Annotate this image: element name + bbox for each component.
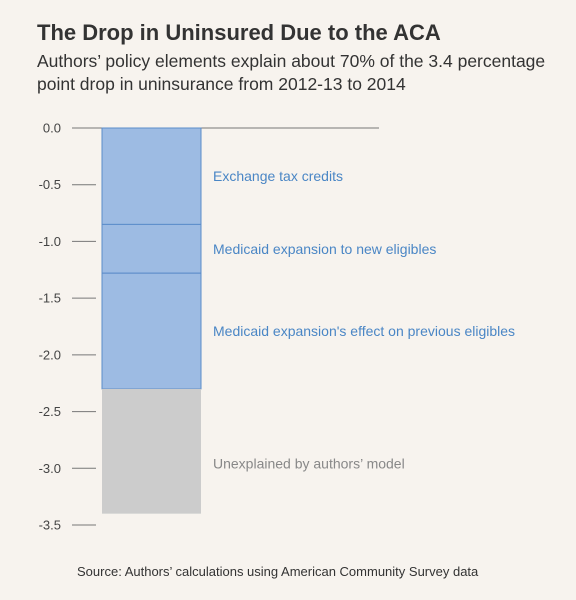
segment-label-2: Medicaid expansion to new eligibles <box>213 241 436 257</box>
chart-title: The Drop in Uninsured Due to the ACA <box>37 20 441 45</box>
segment-label-3: Medicaid expansion's effect on previous … <box>213 323 515 339</box>
y-tick-label: -1.0 <box>39 234 61 249</box>
y-tick-label: -3.5 <box>39 518 61 533</box>
y-tick-label: -3.0 <box>39 461 61 476</box>
y-axis: 0.0 -0.5 -1.0 -1.5 -2.0 -2.5 -3.0 -3.5 <box>39 121 379 533</box>
y-tick-label: -2.0 <box>39 347 61 362</box>
bar-segments <box>101 127 202 514</box>
y-tick-label: 0.0 <box>43 121 61 136</box>
y-tick-label: -0.5 <box>39 177 61 192</box>
segment-labels: Exchange tax credits Medicaid expansion t… <box>213 168 515 472</box>
source-note: Source: Authors’ calculations using Amer… <box>77 564 479 579</box>
stacked-bar-chart: 0.0 -0.5 -1.0 -1.5 -2.0 -2.5 -3.0 -3.5 Exchange… <box>39 121 515 533</box>
y-tick-label: -1.5 <box>39 291 61 306</box>
bar-segment-2 <box>101 223 202 274</box>
y-tick-label: -2.5 <box>39 404 61 419</box>
segment-label-1: Exchange tax credits <box>213 168 343 184</box>
chart-subtitle: Authors’ policy elements explain about 7… <box>37 51 546 94</box>
segment-label-4: Unexplained by authors’ model <box>213 456 405 472</box>
bar-segment-4 <box>102 388 201 514</box>
bar-segment-1 <box>101 127 202 225</box>
bar-segment-3 <box>101 272 202 390</box>
